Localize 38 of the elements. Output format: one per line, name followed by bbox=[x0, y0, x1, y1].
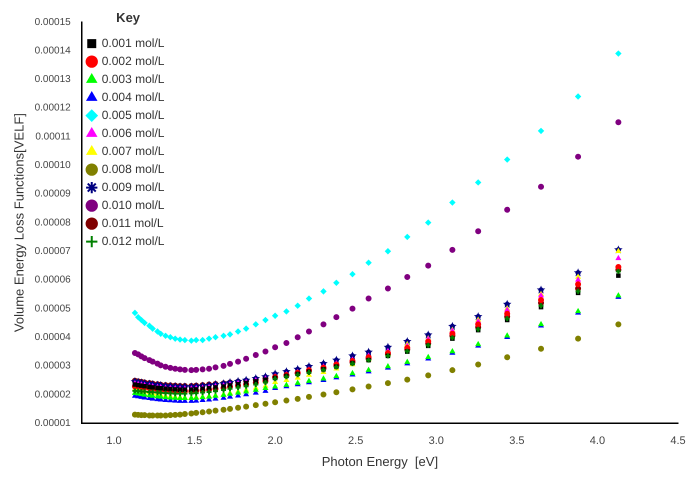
legend-title: Key bbox=[116, 10, 141, 26]
y-tick-label: 0.00015 bbox=[34, 16, 72, 28]
y-tick-label: 0.00006 bbox=[34, 274, 72, 286]
y-tick-label: 0.00001 bbox=[34, 418, 72, 429]
legend-label: 0.006 mol/L bbox=[102, 126, 165, 140]
y-tick-label: 0.00012 bbox=[34, 102, 72, 114]
y-axis-title: Volume Energy Loss Functions[VELF] bbox=[11, 113, 26, 332]
y-tick-label: 0.00005 bbox=[34, 303, 72, 314]
x-tick-label: 2.0 bbox=[267, 434, 283, 447]
y-tick-label: 0.00009 bbox=[34, 188, 72, 200]
y-tick-label: 0.00002 bbox=[34, 389, 72, 400]
x-tick-label: 2.5 bbox=[348, 434, 364, 447]
y-tick-label: 0.00008 bbox=[34, 217, 72, 228]
x-tick-label: 4.0 bbox=[590, 434, 606, 447]
legend-label: 0.010 mol/L bbox=[102, 198, 165, 212]
y-tick-label: 0.00011 bbox=[35, 131, 72, 142]
x-tick-label: 4.5 bbox=[670, 434, 686, 447]
legend-label: 0.011 mol/L bbox=[102, 216, 164, 230]
y-tick-label: 0.00007 bbox=[34, 246, 72, 258]
x-tick-label: 1.5 bbox=[186, 434, 202, 447]
y-tick-label: 0.00010 bbox=[34, 160, 72, 172]
legend-label: 0.005 mol/L bbox=[102, 108, 165, 122]
y-tick-label: 0.00004 bbox=[34, 332, 72, 343]
x-axis-title: Photon Energy [eV] bbox=[322, 454, 438, 469]
legend-label: 0.009 mol/L bbox=[102, 180, 165, 194]
x-tick-label: 3.5 bbox=[509, 434, 524, 447]
legend-label: 0.003 mol/L bbox=[102, 72, 165, 86]
legend-label: 0.012 mol/L bbox=[102, 234, 165, 248]
y-tick-label: 0.00003 bbox=[34, 360, 72, 372]
y-tick-label: 0.00014 bbox=[34, 45, 72, 56]
legend-label: 0.004 mol/L bbox=[102, 90, 165, 104]
y-tick-label: 0.00013 bbox=[34, 74, 72, 86]
legend-label: 0.001 mol/L bbox=[102, 36, 165, 50]
x-tick-label: 3.0 bbox=[428, 434, 444, 447]
legend-label: 0.008 mol/L bbox=[102, 162, 165, 176]
legend-label: 0.007 mol/L bbox=[102, 144, 165, 158]
x-tick-label: 1.0 bbox=[106, 434, 122, 447]
legend-label: 0.002 mol/L bbox=[102, 54, 165, 68]
